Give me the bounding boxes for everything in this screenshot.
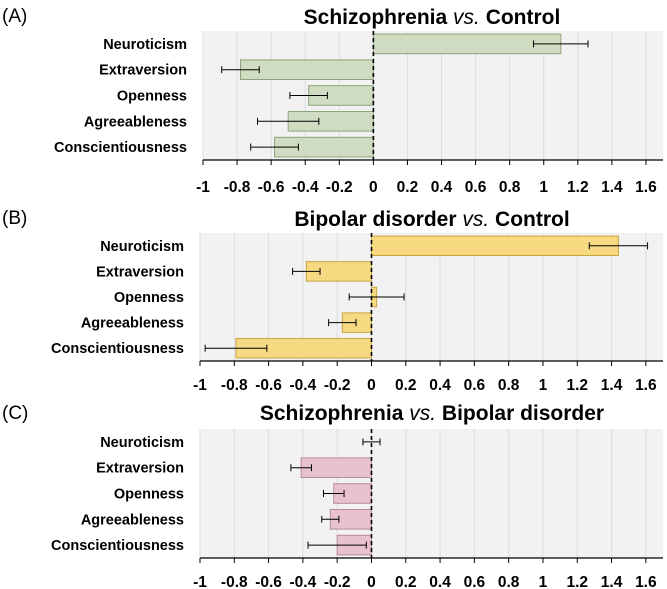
category-label: Extraversion [96,264,184,280]
x-tick-label: -0.6 [258,179,285,196]
x-tick-label: -0.8 [221,574,248,589]
chart-title: Schizophrenia vs. Control [304,6,561,29]
x-tick-label: 0.8 [498,574,520,589]
x-tick-label: 1.2 [567,179,589,196]
category-label: Agreeableness [81,512,184,528]
x-tick-label: 0.4 [429,377,451,394]
x-tick-label: 0.8 [498,377,520,394]
x-tick-label: -1 [196,179,210,196]
category-label: Extraversion [96,461,184,477]
x-tick-label: 0.6 [465,179,487,196]
x-tick-label: -0.4 [290,377,317,394]
category-label: Openness [114,487,184,503]
chart-title: Schizophrenia vs. Bipolar disorder [260,402,604,425]
title-part: vs. [409,402,436,425]
plot-background [200,429,663,558]
x-tick-label: 0.8 [499,179,521,196]
x-tick-label: -0.2 [324,574,351,589]
x-tick-label: 0.6 [464,574,486,589]
x-tick-label: -0.8 [221,377,248,394]
title-part: vs. [462,208,489,231]
x-tick-label: 1 [539,377,548,394]
panel-letter: (C) [2,403,28,424]
x-tick-label: -0.6 [255,377,282,394]
x-tick-label: 0.6 [464,377,486,394]
x-tick-label: 0.2 [395,377,417,394]
category-label: Extraversion [99,63,187,79]
x-tick-label: 0 [367,574,376,589]
category-label: Neuroticism [103,37,187,53]
x-tick-label: 1.2 [566,377,588,394]
category-label: Conscientiousness [51,341,184,357]
bar [370,235,619,257]
x-tick-label: -0.2 [326,179,353,196]
title-part: Bipolar disorder [436,402,604,425]
chart-panel-c: (C) Schizophrenia vs. Bipolar disorder Neu… [2,402,663,589]
x-tick-label: 1 [539,574,548,589]
category-label: Openness [117,89,187,105]
bar [372,33,562,55]
chart-panel-a: (A) Schizophrenia vs. Control Neuroticism E… [2,6,663,196]
x-tick-label: -0.8 [224,179,251,196]
x-tick-label: 0.2 [397,179,419,196]
x-tick-label: 1.4 [601,574,623,589]
x-tick-label: 1.6 [635,377,657,394]
x-tick-label: 0.4 [431,179,453,196]
x-tick-label: 0 [369,179,378,196]
chart-title: Bipolar disorder vs. Control [294,208,569,231]
x-tick-label: 0 [367,377,376,394]
category-label: Openness [114,290,184,306]
category-label: Neuroticism [100,435,184,451]
x-tick-label: -0.4 [292,179,319,196]
x-tick-label: -0.2 [324,377,351,394]
x-tick-label: 1.4 [601,377,623,394]
x-tick-label: 0.4 [429,574,451,589]
title-part: vs. [453,6,480,29]
x-tick-label: -1 [193,574,207,589]
category-label: Agreeableness [84,114,187,130]
title-part: Schizophrenia [260,402,409,425]
x-tick-label: 1.2 [566,574,588,589]
x-tick-label: -0.6 [255,574,282,589]
chart-panel-b: (B) Bipolar disorder vs. Control Neurotici… [2,208,663,394]
title-part: Control [489,208,569,231]
title-part: Control [480,6,560,29]
x-tick-label: 1.4 [601,179,623,196]
category-label: Conscientiousness [51,538,184,554]
x-tick-label: 1.6 [635,574,657,589]
panel-letter: (B) [2,208,27,229]
category-label: Agreeableness [81,316,184,332]
category-label: Conscientiousness [54,140,187,156]
x-tick-label: 0.2 [395,574,417,589]
x-tick-label: -0.4 [290,574,317,589]
x-tick-label: 1.6 [635,179,657,196]
x-tick-label: -1 [193,377,207,394]
category-label: Neuroticism [100,239,184,255]
panel-letter: (A) [2,6,27,27]
x-tick-label: 1 [539,179,548,196]
title-part: Bipolar disorder [294,208,462,231]
title-part: Schizophrenia [304,6,453,29]
bar [239,59,374,81]
